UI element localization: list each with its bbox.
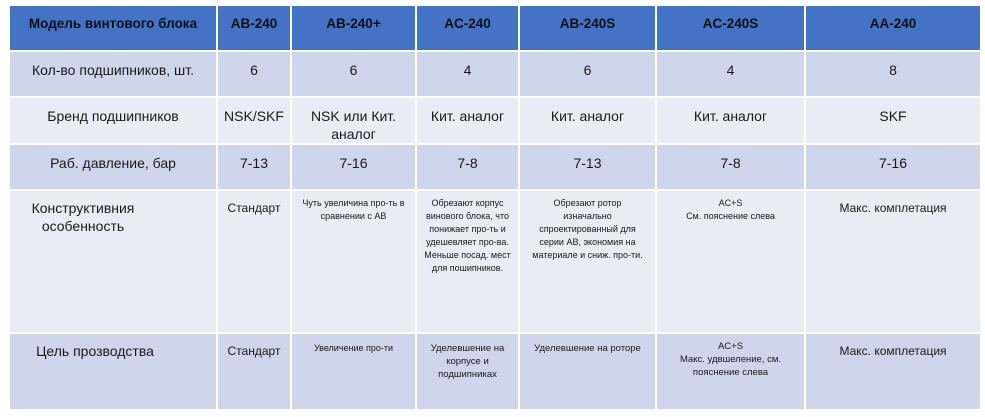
cell: Макс. комплетация [804,332,982,411]
cell: 7-13 [216,143,292,191]
cell: Кит. аналог [415,96,520,145]
row-label: Конструктивния особенность [8,189,218,334]
cell: 7-8 [415,143,520,191]
cell: NSK/SKF [216,96,292,145]
cell: Чуть увеличина про-ть в сравнении с АВ [290,189,417,334]
cell: 4 [655,50,806,98]
row-label: Кол-во подшипников, шт. [8,50,218,98]
cell: 7-16 [290,143,417,191]
cell: 6 [290,50,417,98]
cell: Стандарт [216,189,292,334]
cell: Обрезают корпус винового блока, что пони… [415,189,520,334]
table-row: Конструктивния особенность Стандарт Чуть… [8,189,982,334]
cell: SKF [804,96,982,145]
comparison-table: Модель винтового блока AB-240 AB-240+ AC… [8,4,982,411]
header-cell: AB-240+ [290,4,417,52]
cell: Обрезают ротор изначально спроектированн… [518,189,657,334]
table-row: Раб. давление, бар 7-13 7-16 7-8 7-13 7-… [8,143,982,191]
header-cell: Модель винтового блока [8,4,218,52]
row-label: Раб. давление, бар [8,143,218,191]
cell: NSK или Кит. аналог [290,96,417,145]
cell: 6 [216,50,292,98]
table-row: Кол-во подшипников, шт. 6 6 4 6 4 8 [8,50,982,98]
row-label: Цель прозводства [8,332,218,411]
table-row: Цель прозводства Стандарт Увеличение про… [8,332,982,411]
header-cell: AA-240 [804,4,982,52]
cell: Кит. аналог [655,96,806,145]
row-label: Бренд подшипников [8,96,218,145]
header-cell: AB-240 [216,4,292,52]
cell: 8 [804,50,982,98]
cell: Уделевшение на роторе [518,332,657,411]
cell: Макс. комплетация [804,189,982,334]
header-cell: AB-240S [518,4,657,52]
cell: AC+S Макс. удвшеление, см. пояснение сле… [655,332,806,411]
cell: Увеличение про-ти [290,332,417,411]
cell: AC+S См. пояснение слева [655,189,806,334]
cell: Уделевшение на корпусе и подшипниках [415,332,520,411]
cell: 4 [415,50,520,98]
cell: Стандарт [216,332,292,411]
cell: 7-13 [518,143,657,191]
cell: Кит. аналог [518,96,657,145]
cell: 6 [518,50,657,98]
table-row: Бренд подшипников NSK/SKF NSK или Кит. а… [8,96,982,145]
header-cell: AC-240 [415,4,520,52]
cell: 7-16 [804,143,982,191]
header-cell: AC-240S [655,4,806,52]
header-row: Модель винтового блока AB-240 AB-240+ AC… [8,4,982,52]
cell: 7-8 [655,143,806,191]
